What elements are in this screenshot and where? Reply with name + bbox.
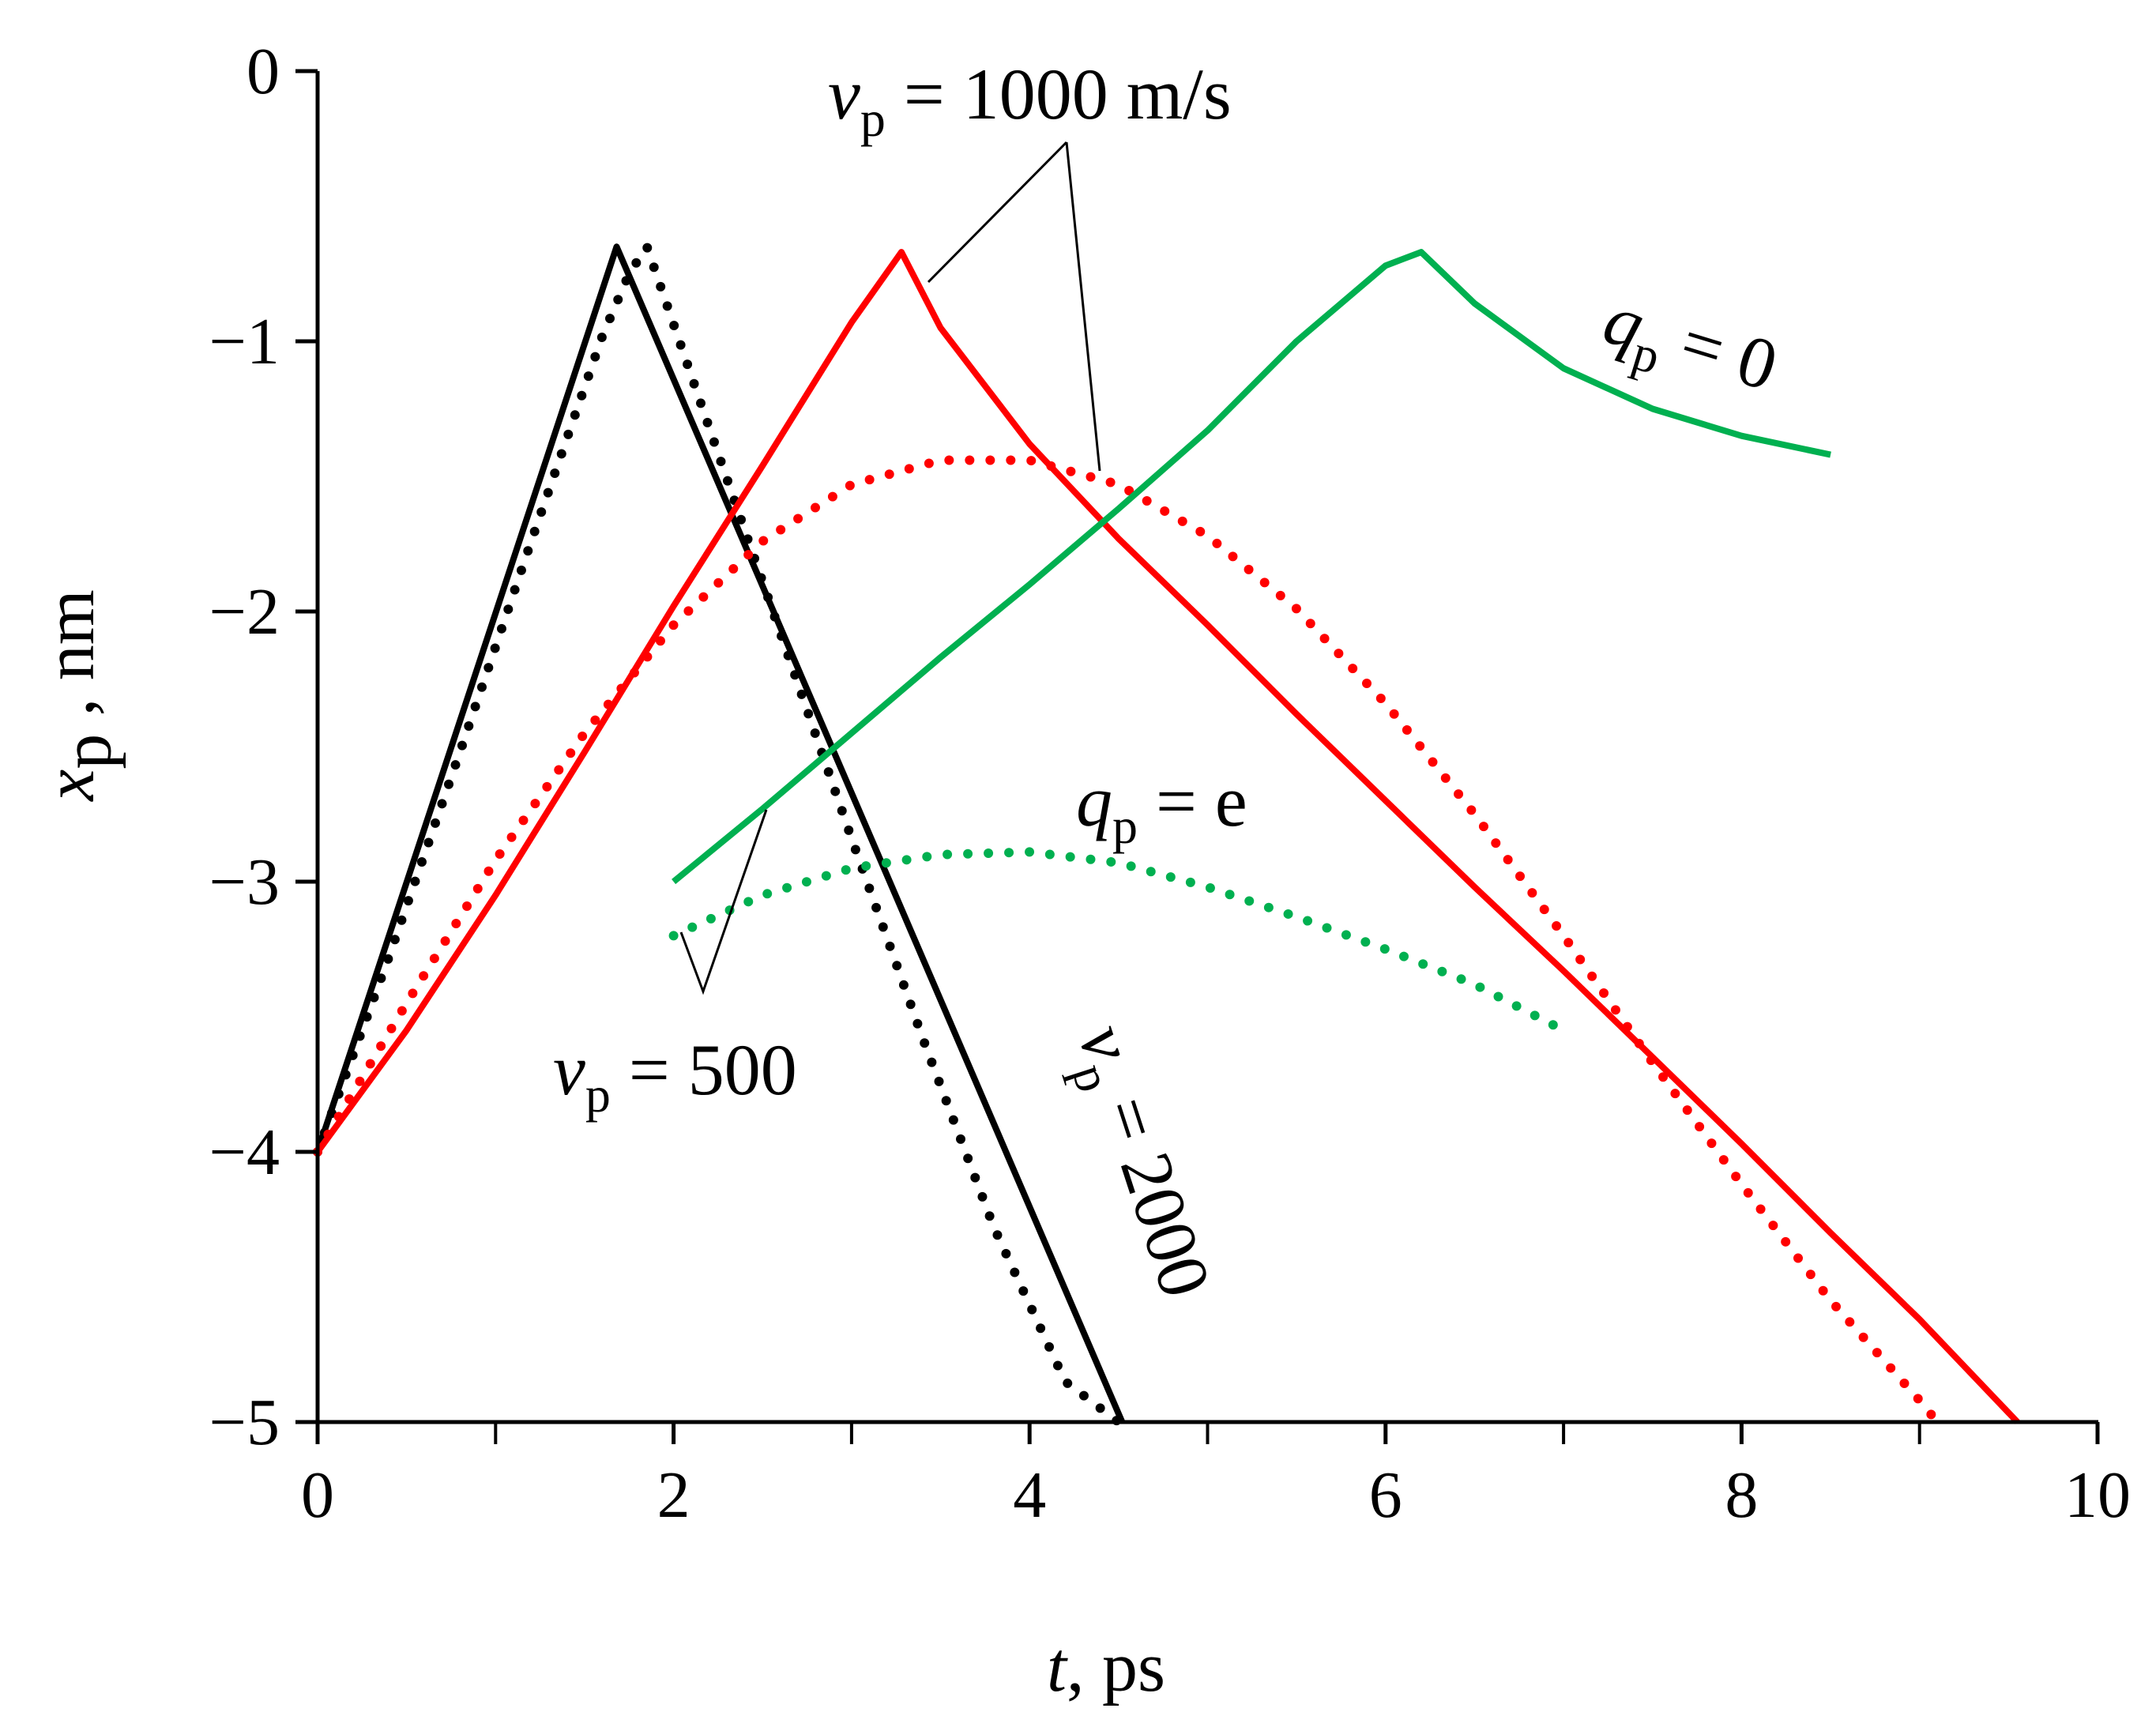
x-tick-label: 4 (1013, 1458, 1046, 1532)
series-black-solid (314, 243, 1126, 1424)
y-tick-label: 0 (246, 35, 280, 108)
series-black-dotted (313, 242, 1123, 1427)
qe-label: qp = e (1076, 761, 1247, 854)
v500-leader (679, 809, 768, 995)
x-tick-label: 10 (2064, 1458, 2131, 1532)
y-ticks: 0 −1 −2 −3 −4 −5 (209, 35, 318, 1459)
x-axis-title: t, ps (1047, 1628, 1165, 1706)
v1000-label: vp = 1000 m/s (828, 54, 1232, 147)
series-green-solid (672, 249, 1831, 885)
series-red-solid (314, 249, 2020, 1424)
axes: 0 2 4 6 8 10 0 −1 −2 −3 −4 −5 (209, 35, 2131, 1532)
y-axis-title: xp , nm (31, 589, 126, 802)
x-tick-label: 2 (657, 1458, 690, 1532)
y-tick-label: −5 (209, 1386, 280, 1459)
series-green-dotted (668, 847, 1569, 1036)
x-tick-label: 6 (1369, 1458, 1402, 1532)
v2000-label: vp = 2000 (1052, 1015, 1227, 1311)
v500-label: vp = 500 (553, 1029, 797, 1123)
v1000-leader-red (927, 141, 1068, 284)
y-tick-label: −3 (209, 845, 280, 919)
y-tick-label: −4 (209, 1116, 280, 1189)
series-red-dotted (313, 455, 1943, 1427)
x-tick-label: 0 (301, 1458, 334, 1532)
series-layer (313, 242, 2020, 1427)
x-tick-label: 8 (1725, 1458, 1758, 1532)
annotation-leaders (679, 141, 1101, 995)
y-tick-label: −2 (209, 575, 280, 649)
x-ticks: 0 2 4 6 8 10 (301, 1422, 2131, 1532)
y-tick-label: −1 (209, 305, 280, 378)
v1000-leader-reddotted (1065, 141, 1101, 472)
